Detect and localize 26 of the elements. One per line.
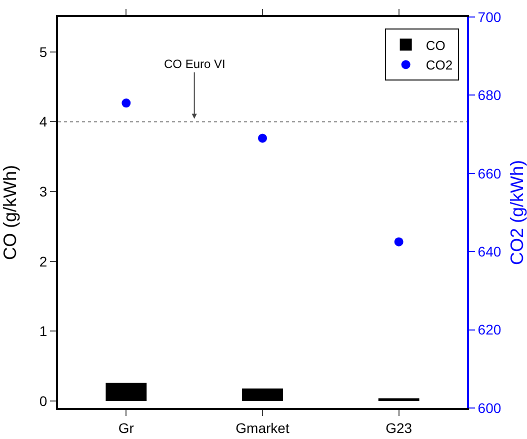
x-tick-label: G23 [386, 420, 412, 436]
y2-tick-label: 700 [478, 8, 502, 25]
y2-tick-label: 640 [478, 244, 502, 260]
ref-line-label: CO Euro VI [164, 57, 226, 71]
y-tick-label: 4 [39, 114, 48, 130]
y2-tick-label: 620 [478, 322, 502, 338]
y-tick-label: 3 [39, 183, 48, 200]
bar [106, 382, 147, 402]
bar [242, 388, 283, 402]
y2-tick-label: 660 [478, 165, 502, 182]
y2-tick-label: 680 [478, 87, 502, 104]
point [122, 98, 131, 108]
legend-label: CO [426, 38, 446, 53]
y-axis-title: CO (g/kWh) [0, 164, 20, 260]
y-tick-label: 2 [39, 253, 48, 270]
y2-axis-title: CO2 (g/kWh) [507, 160, 527, 266]
y-tick-label: 1 [39, 323, 48, 340]
legend-label: CO2 [426, 58, 453, 73]
bar [378, 398, 420, 402]
x-tick-label: Gr [118, 420, 134, 436]
point [258, 134, 267, 143]
x-tick-label: Gmarket [236, 420, 290, 436]
y2-tick-label: 600 [478, 400, 502, 416]
point [394, 237, 404, 246]
y-tick-label: 5 [39, 44, 48, 60]
y-tick-label: 0 [39, 392, 48, 409]
